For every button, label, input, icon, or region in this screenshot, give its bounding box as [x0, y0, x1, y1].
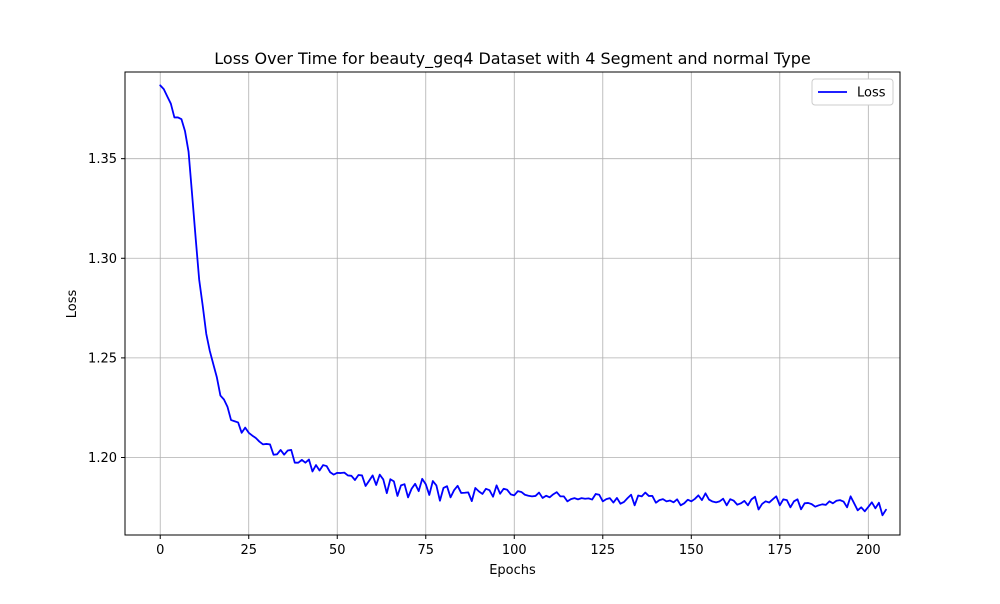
x-axis-ticks: 0 25 50 75 100 125 150 175 200	[156, 535, 881, 558]
x-tick-label: 150	[679, 543, 704, 558]
legend: Loss	[811, 78, 894, 106]
x-tick-label: 175	[767, 543, 792, 558]
y-tick-label: 1.35	[88, 152, 117, 167]
x-tick-label: 50	[329, 543, 346, 558]
series-layer	[159, 84, 887, 517]
axes	[124, 71, 901, 536]
x-axis-label: Epochs	[489, 563, 536, 578]
x-tick-label: 200	[856, 543, 881, 558]
x-tick-label: 0	[156, 543, 164, 558]
chart-title: Loss Over Time for beauty_geq4 Dataset w…	[214, 49, 810, 69]
series-line-loss	[159, 84, 887, 517]
x-tick-label: 100	[502, 543, 527, 558]
x-tick-label: 75	[417, 543, 434, 558]
x-tick-label: 125	[590, 543, 615, 558]
y-tick-label: 1.30	[88, 252, 117, 267]
plot-background	[125, 72, 900, 535]
axes-frame	[124, 71, 901, 536]
legend-label: Loss	[857, 86, 886, 101]
y-axis-ticks: 1.20 1.25 1.30 1.35	[88, 152, 125, 466]
y-tick-label: 1.25	[88, 351, 117, 366]
x-tick-label: 25	[240, 543, 257, 558]
legend-box	[811, 78, 894, 106]
y-tick-label: 1.20	[88, 451, 117, 466]
y-axis-label: Loss	[65, 290, 80, 319]
grid	[125, 72, 900, 535]
plot-area	[125, 72, 900, 535]
